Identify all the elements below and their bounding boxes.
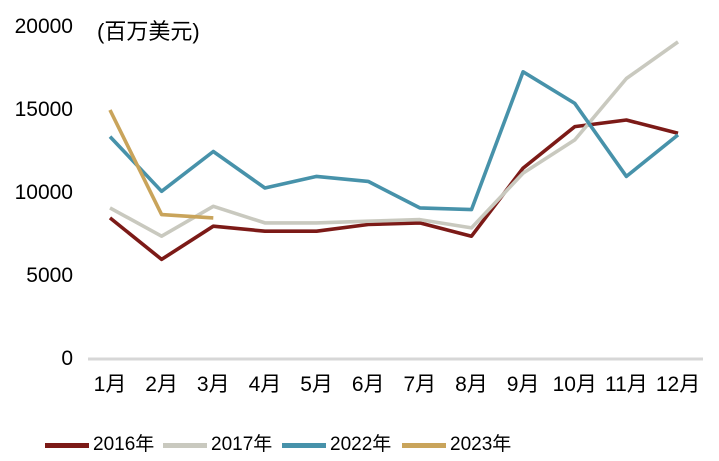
series-line-2023 — [108, 109, 214, 220]
unit-label: (百万美元) — [97, 19, 200, 44]
x-axis-label: 12月 — [655, 373, 701, 396]
y-axis-tick-label: 20000 — [14, 15, 73, 38]
x-axis-label: 2月 — [145, 373, 178, 396]
x-axis-label: 4月 — [248, 373, 282, 396]
legend-item-2022: 2022年 — [282, 430, 391, 460]
x-axis-label: 11月 — [604, 373, 648, 396]
legend-label: 2023年 — [450, 434, 512, 455]
x-axis-label: 6月 — [351, 373, 385, 396]
legend-label: 2016年 — [93, 434, 155, 455]
x-axis-label: 1月 — [93, 373, 127, 396]
series-line-2017 — [109, 40, 680, 238]
legend-label: 2017年 — [211, 434, 273, 455]
legend-item-2017: 2017年 — [163, 430, 272, 460]
y-axis-tick-label: 10000 — [14, 181, 73, 204]
y-axis-tick-label: 15000 — [14, 98, 73, 121]
legend: 2016年 2017年 2022年 2023年 — [0, 430, 719, 461]
x-axis-label: 7月 — [403, 373, 437, 396]
legend-swatch-icon — [402, 442, 446, 448]
series-line-2022 — [108, 70, 680, 212]
legend-swatch-icon — [282, 442, 326, 448]
series-line-2016 — [108, 118, 679, 262]
x-axis-label: 10月 — [552, 373, 597, 396]
x-axis-label: 9月 — [506, 373, 540, 396]
legend-label: 2022年 — [330, 434, 392, 455]
legend-swatch-icon — [163, 442, 207, 448]
y-axis-tick-label: 0 — [61, 347, 73, 370]
legend-item-2016: 2016年 — [45, 430, 154, 460]
legend-swatch-icon — [45, 442, 89, 448]
legend-item-2023: 2023年 — [402, 430, 511, 460]
x-axis-label: 8月 — [455, 373, 488, 396]
y-axis-tick-label: 5000 — [26, 264, 73, 287]
x-axis-label: 5月 — [300, 373, 333, 396]
x-axis-label: 3月 — [196, 373, 230, 396]
